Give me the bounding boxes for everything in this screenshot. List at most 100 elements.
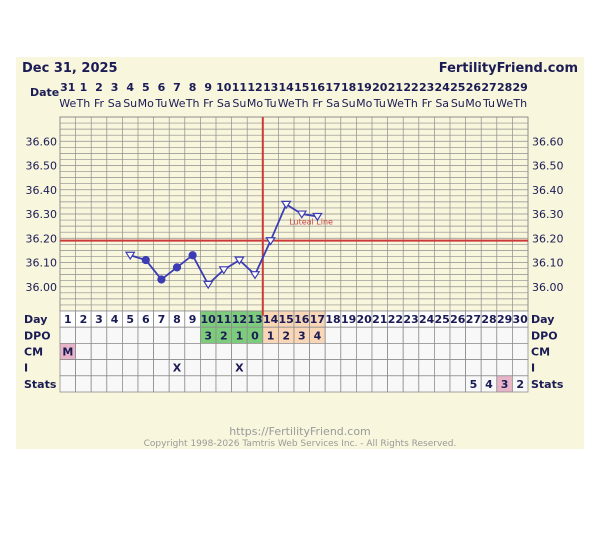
weekday-label: Fr [94, 97, 105, 110]
row-cell [75, 375, 92, 393]
row-cell [387, 359, 404, 377]
date-label: 9 [204, 81, 212, 94]
row-cell [122, 359, 139, 377]
weekday-label: Tu [482, 97, 495, 110]
row-cell [184, 359, 201, 377]
row-cell [324, 326, 342, 344]
row-cell-value: 8 [173, 313, 181, 326]
row-cell [496, 326, 513, 344]
temperature-series [124, 200, 323, 290]
date-label: 21 [388, 81, 403, 94]
row-cell [511, 359, 529, 377]
row-cell-value: 30 [513, 313, 529, 326]
date-label: 6 [158, 81, 166, 94]
row-cell [90, 342, 108, 360]
row-cell [59, 375, 77, 393]
row-cell [184, 326, 201, 344]
date-label: 18 [341, 81, 356, 94]
row-cell [340, 359, 357, 377]
row-cell [387, 375, 404, 393]
row-cell [153, 342, 170, 360]
y-tick-label-left: 36.20 [26, 232, 58, 245]
weekday-label: We [278, 97, 295, 110]
row-cell [449, 359, 467, 377]
row-cell [496, 359, 513, 377]
row-cell [90, 359, 108, 377]
y-tick-label-left: 36.30 [26, 208, 58, 221]
row-cell-value: 4 [111, 313, 119, 326]
row-cell [402, 375, 420, 393]
row-cell [418, 359, 435, 377]
row-cell-value: 12 [232, 313, 247, 326]
row-cell-value: 17 [310, 313, 325, 326]
row-cell [168, 326, 186, 344]
weekday-label: Th [294, 97, 309, 110]
weekday-label: Th [76, 97, 91, 110]
y-tick-label-right: 36.10 [532, 257, 564, 270]
row-cell [433, 342, 451, 360]
row-cell [122, 342, 139, 360]
row-cell-value: 1 [267, 329, 275, 342]
row-cell [371, 359, 389, 377]
row-cell-value: 26 [450, 313, 466, 326]
temperature-point [124, 251, 136, 261]
chart-card: Dec 31, 2025 FertilityFriend.com Date 31… [16, 57, 584, 449]
row-cell-value: 23 [403, 313, 418, 326]
temperature-point [296, 210, 308, 219]
row-cell [465, 359, 482, 377]
weekday-label: We [496, 97, 513, 110]
row-cell [59, 359, 77, 377]
row-cell [153, 375, 170, 393]
y-axis: 36.60 36.60 36.50 36.50 36.40 36.40 36.30 36.30… [26, 135, 564, 294]
brand-name: FertilityFriend.com [439, 61, 578, 76]
row-cell-value: 29 [497, 313, 512, 326]
weekday-label: Th [403, 97, 418, 110]
date-label: 8 [189, 81, 197, 94]
weekday-label: Fr [422, 97, 433, 110]
row-cell [402, 326, 420, 344]
date-label: 20 [372, 81, 388, 94]
weekday-label: Su [342, 97, 356, 110]
weekday-label: Sa [217, 97, 231, 110]
weekday-label: Su [451, 97, 465, 110]
weekday-label: We [169, 97, 186, 110]
y-tick-label-right: 36.40 [532, 184, 564, 197]
row-cell [122, 326, 139, 344]
row-cell [153, 359, 170, 377]
weekday-label: Th [185, 97, 200, 110]
temperature-point [249, 271, 261, 280]
date-header: 31 1 2 3 4 5 6 7 8 9 10 11 12 13 14 15 16 17 18 19 20 21 22 23 2… [59, 81, 528, 110]
row-cell [277, 375, 295, 393]
weekday-label: Tu [373, 97, 386, 110]
row-cell-value: 0 [251, 329, 259, 342]
row-cell [465, 326, 482, 344]
row-cell-value: 1 [64, 313, 72, 326]
temperature-grid [59, 116, 529, 312]
row-cell [168, 342, 186, 360]
row-cell [340, 326, 357, 344]
row-cell-value: 20 [357, 313, 373, 326]
date-label: 29 [513, 81, 528, 94]
row-cell [90, 375, 108, 393]
row-cell-value: 3 [501, 378, 509, 391]
date-label: 23 [419, 81, 434, 94]
row-cell [355, 342, 373, 360]
row-cell-value: 25 [435, 313, 450, 326]
weekday-label: Sa [108, 97, 122, 110]
row-label-right: Stats [531, 378, 564, 391]
row-cell [433, 326, 451, 344]
row-cell [480, 326, 498, 344]
row-cell [215, 359, 233, 377]
row-cell [371, 375, 389, 393]
date-label: 28 [497, 81, 512, 94]
row-label-left: I [24, 362, 28, 375]
row-label-left: Day [24, 313, 47, 326]
row-cell [246, 342, 264, 360]
row-cell [106, 359, 123, 377]
row-cell [293, 359, 311, 377]
date-label: 26 [466, 81, 482, 94]
row-cell [90, 326, 108, 344]
date-label: 24 [435, 81, 451, 94]
row-cell [418, 375, 435, 393]
